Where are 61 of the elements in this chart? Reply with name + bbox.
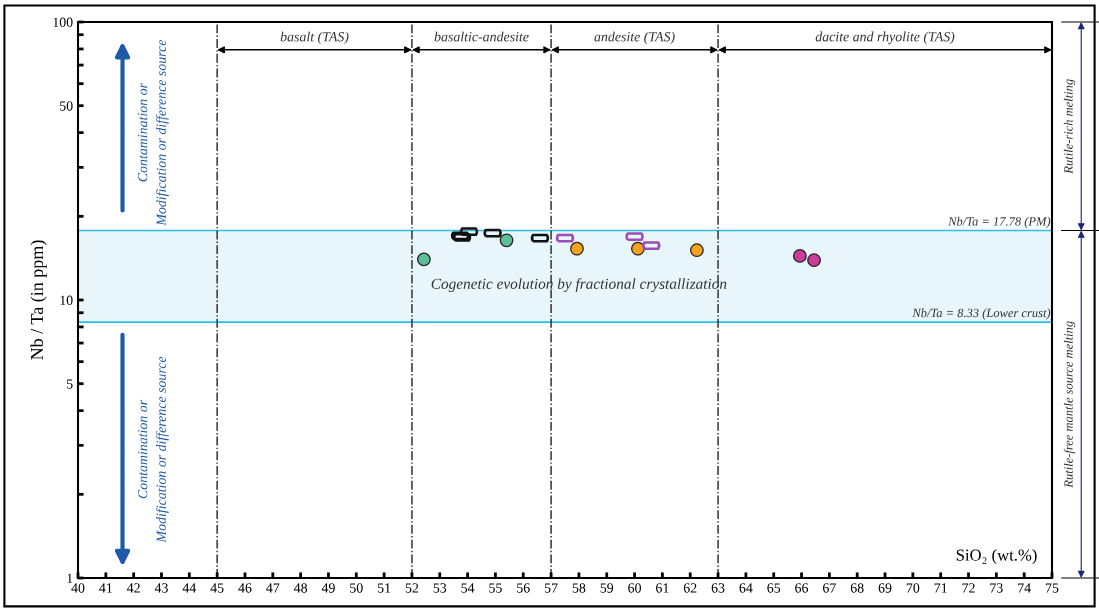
- x-axis-title: SiO₂ (wt.%): [956, 548, 1037, 565]
- annotation: basalt (TAS): [280, 31, 349, 45]
- point: [499, 233, 514, 248]
- annotation: basaltic-andesite: [434, 31, 529, 42]
- y-tick-label: 50: [60, 101, 73, 111]
- y-tick-label: 100: [53, 17, 73, 27]
- annotation: dacite and rhyolite (TAS): [815, 31, 955, 45]
- point: [417, 252, 431, 267]
- x-tick-label: 48: [293, 583, 308, 593]
- x-tick-label: 46: [238, 583, 252, 593]
- x-tick-label: 64: [739, 583, 753, 593]
- y-axis-title: Nb / Ta (in ppm): [30, 240, 47, 360]
- x-tick-label: 62: [683, 583, 697, 593]
- x-tick-label: 70: [906, 583, 920, 593]
- point: [807, 253, 821, 268]
- x-tick-label: 74: [1018, 583, 1031, 593]
- x-tick-label: 53: [433, 583, 447, 593]
- y-tick-label: 5: [67, 379, 73, 389]
- ref-line-label: Nb/Ta = 17.78 (PM): [948, 216, 1051, 229]
- x-tick-label: 50: [350, 583, 363, 593]
- text: Rutile-rich melting: [1063, 79, 1076, 174]
- x-tick-label: 41: [99, 583, 112, 593]
- x-tick-label: 57: [544, 583, 558, 593]
- x-tick-label: 59: [600, 583, 614, 593]
- x-tick-label: 54: [461, 583, 475, 593]
- x-tick-label: 58: [572, 583, 586, 593]
- band-label: Cogenetic evolution by fractional crystallization: [431, 278, 727, 293]
- x-tick-label: 43: [154, 583, 168, 593]
- x-tick-label: 44: [182, 583, 197, 593]
- x-tick-label: 65: [767, 583, 781, 593]
- annotation: andesite (TAS): [594, 31, 675, 45]
- point: [792, 249, 807, 263]
- x-tick-label: 61: [656, 583, 669, 593]
- point: [570, 241, 584, 256]
- y-tick-label: 10: [60, 295, 73, 305]
- x-tick-label: 56: [517, 583, 530, 593]
- x-tick-label: 66: [795, 583, 809, 593]
- x-tick-label: 49: [321, 583, 335, 593]
- annotation: Contamination or Modification or difference source: [137, 356, 169, 543]
- x-tick-label: 52: [405, 583, 419, 593]
- x-tick-label: 40: [71, 583, 85, 593]
- point: [631, 241, 645, 256]
- x-tick-label: 75: [1045, 583, 1059, 593]
- x-tick-label: 69: [878, 583, 892, 593]
- x-tick-label: 42: [126, 583, 140, 593]
- x-tick-label: 47: [266, 583, 280, 593]
- x-tick-label: 67: [823, 583, 836, 593]
- x-tick-label: 45: [210, 583, 224, 593]
- y-tick-label: 1: [67, 573, 73, 583]
- x-tick-label: 72: [962, 583, 975, 593]
- x-tick-label: 63: [711, 583, 725, 593]
- x-tick-label: 51: [377, 583, 391, 593]
- x-tick-label: 73: [990, 583, 1003, 593]
- x-tick-label: 60: [628, 583, 641, 593]
- ref-line-label: Nb/Ta = 8.33 (Lower crust): [912, 308, 1051, 320]
- x-tick-label: 71: [934, 583, 947, 593]
- annotation: Contamination or Modification or difference source: [137, 39, 169, 226]
- point: [690, 243, 704, 258]
- text: Rutile-free mantle source melting: [1063, 321, 1076, 488]
- x-tick-label: 68: [850, 583, 864, 593]
- x-tick-label: 55: [489, 583, 502, 593]
